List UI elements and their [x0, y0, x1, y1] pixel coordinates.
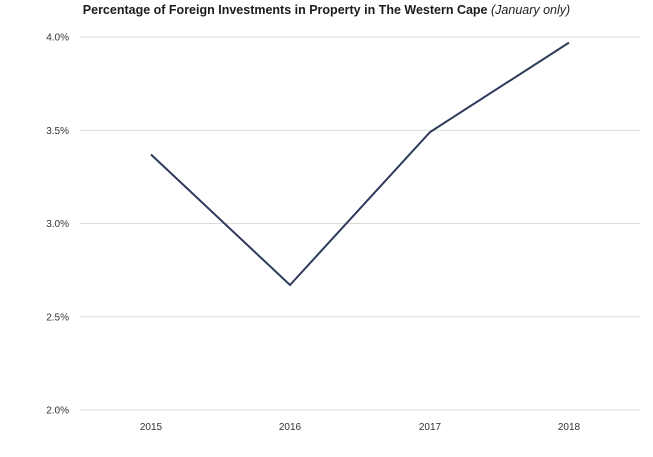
- y-tick-label: 2.5%: [46, 312, 69, 323]
- y-tick-label: 3.0%: [46, 219, 69, 230]
- data-point: [568, 42, 570, 44]
- chart-subtitle: (January only): [491, 3, 571, 17]
- x-tick-label: 2015: [140, 422, 163, 433]
- data-point: [429, 131, 431, 133]
- data-point: [150, 153, 152, 155]
- x-tick-label: 2018: [558, 422, 581, 433]
- series-line: [150, 41, 570, 287]
- x-tick-label: 2016: [279, 422, 302, 433]
- y-tick-label: 3.5%: [46, 126, 69, 137]
- y-tick-label: 4.0%: [46, 33, 69, 44]
- chart-title-block: Percentage of Foreign Investments in Pro…: [0, 3, 653, 17]
- y-tick-label: 2.0%: [46, 406, 69, 417]
- data-point: [289, 284, 291, 286]
- chart-title: Percentage of Foreign Investments in Pro…: [82, 3, 488, 17]
- x-tick-label: 2017: [419, 422, 442, 433]
